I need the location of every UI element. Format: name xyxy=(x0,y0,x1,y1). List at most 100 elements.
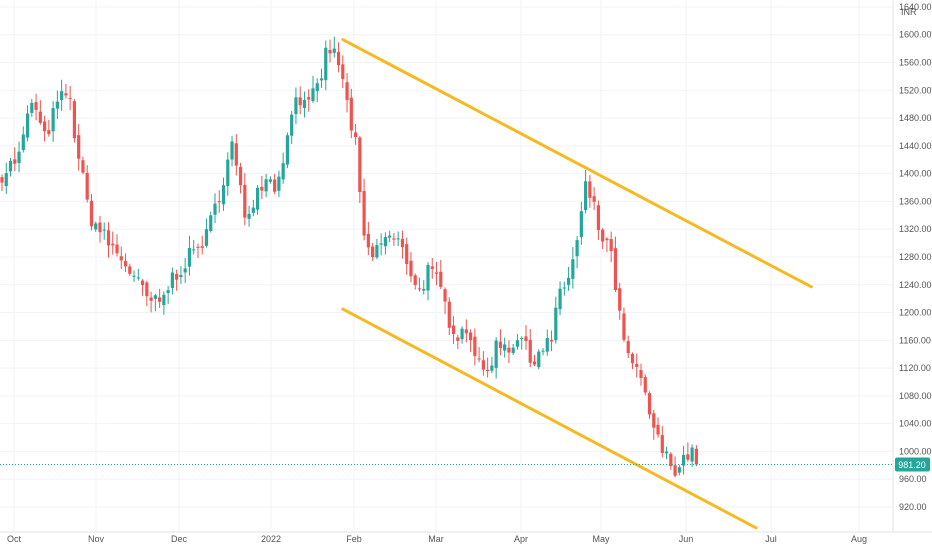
candle-body xyxy=(13,159,17,164)
candle-body xyxy=(298,97,302,106)
candle-body xyxy=(532,361,537,365)
price-tick-label: 1320.00 xyxy=(899,224,932,234)
candle-body xyxy=(4,173,8,187)
candle-body xyxy=(204,229,209,246)
candle-body xyxy=(324,47,328,81)
last-price-badge xyxy=(895,457,930,472)
candle-body xyxy=(281,163,285,180)
candle-body xyxy=(89,200,94,227)
candle-body xyxy=(175,273,179,280)
candle-body xyxy=(562,287,566,289)
time-tick-label: Jul xyxy=(765,534,777,544)
candle-body xyxy=(111,243,115,246)
candle-body xyxy=(511,347,515,353)
candle-body xyxy=(332,48,336,53)
candle-body xyxy=(686,454,690,460)
candle-body xyxy=(302,99,307,108)
candle-body xyxy=(515,340,520,347)
trendline-lower[interactable] xyxy=(341,307,758,530)
candle-body xyxy=(273,179,277,192)
time-tick-label: Dec xyxy=(171,534,188,544)
candle-body xyxy=(140,280,145,286)
candle-body xyxy=(647,393,652,415)
candle-body xyxy=(690,447,694,462)
candle-body xyxy=(38,111,42,123)
horizontal-gridlines xyxy=(0,6,893,508)
candle-body xyxy=(213,203,217,215)
price-tick-label: 1440.00 xyxy=(899,141,932,151)
candle-body xyxy=(549,339,554,342)
candle-body xyxy=(664,451,669,454)
time-tick-label: Jun xyxy=(679,534,694,544)
candle-body xyxy=(371,246,375,258)
candle-body xyxy=(464,329,468,334)
candle-body xyxy=(618,288,622,311)
candle-body xyxy=(153,295,157,299)
candle-body xyxy=(217,201,221,203)
candle-body xyxy=(145,282,149,297)
time-tick-label: Nov xyxy=(88,534,105,544)
candle-body xyxy=(183,268,187,273)
candle-body xyxy=(524,336,528,342)
candle-body xyxy=(434,272,439,274)
candle-body xyxy=(25,113,30,138)
price-tick-label: 1360.00 xyxy=(899,196,932,206)
candle-body xyxy=(221,185,226,205)
candle-body xyxy=(192,249,196,251)
candle-body xyxy=(294,97,298,115)
time-tick-label: Feb xyxy=(346,534,362,544)
candle-body xyxy=(315,83,319,92)
candle-body xyxy=(430,266,434,270)
candle-body xyxy=(123,260,128,267)
price-tick-label: 1080.00 xyxy=(899,391,932,401)
candle-body xyxy=(613,248,618,291)
candle-body xyxy=(443,289,447,302)
candle-body xyxy=(179,275,183,278)
candle-body xyxy=(426,265,430,291)
price-tick-label: 1280.00 xyxy=(899,252,932,262)
candle-body xyxy=(328,49,332,54)
price-tick-label: 1160.00 xyxy=(899,335,931,345)
candle-body xyxy=(379,243,383,245)
candle-body xyxy=(234,143,238,166)
candle-body xyxy=(566,277,571,285)
candle-body xyxy=(490,365,494,371)
candle-body xyxy=(388,235,392,238)
candle-body xyxy=(81,160,85,173)
price-tick-label: 1400.00 xyxy=(899,169,932,179)
candle-body xyxy=(601,229,605,242)
candle-body xyxy=(503,344,507,351)
candle-body xyxy=(451,325,456,335)
price-tick-label: 1520.00 xyxy=(899,85,932,95)
candle-body xyxy=(520,337,524,339)
time-tick-label: Aug xyxy=(851,534,867,544)
candle-body xyxy=(507,347,511,353)
candle-body xyxy=(319,78,324,81)
candle-body xyxy=(166,290,170,293)
candle-body xyxy=(268,179,272,182)
price-tick-label: 1480.00 xyxy=(899,113,932,123)
price-axis: 920.00 960.00 1000.00 1040.00 1080.00 1120.00… xyxy=(899,2,932,512)
price-tick-label: 1560.00 xyxy=(899,58,932,68)
candle-body xyxy=(366,233,370,248)
candle-body xyxy=(230,141,234,160)
time-tick-label: May xyxy=(592,534,610,544)
trendline-upper[interactable] xyxy=(341,38,813,289)
candle-body xyxy=(132,275,136,277)
time-tick-label: Apr xyxy=(514,534,528,544)
candle-body xyxy=(260,186,264,191)
candle-body xyxy=(196,246,200,248)
candle-body xyxy=(55,101,59,109)
candle-body xyxy=(396,238,400,240)
candle-body xyxy=(51,108,55,132)
price-tick-label: 1200.00 xyxy=(899,308,932,318)
candle-body xyxy=(439,271,443,287)
candle-body xyxy=(251,207,255,213)
candle-body xyxy=(311,88,315,102)
candle-body xyxy=(98,222,102,233)
candle-body xyxy=(422,288,426,291)
candle-body xyxy=(30,102,34,113)
candle-body xyxy=(554,307,558,341)
